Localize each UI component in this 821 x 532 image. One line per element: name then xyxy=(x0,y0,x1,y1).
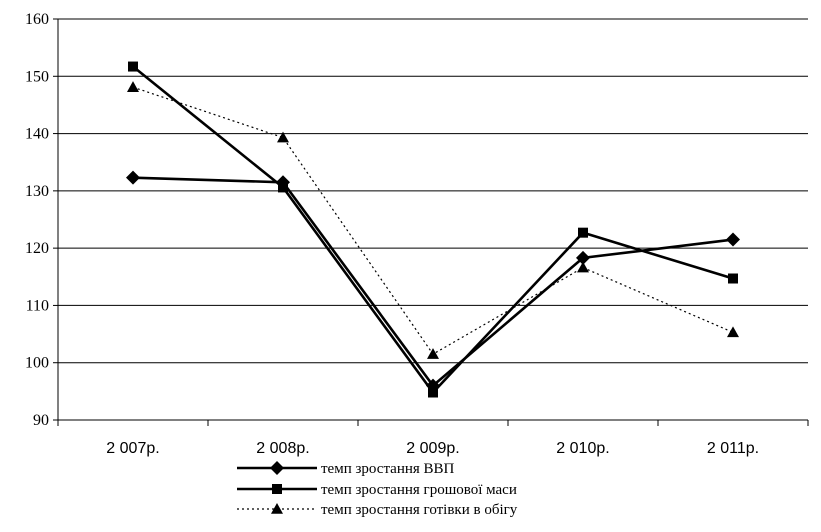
data-point xyxy=(727,326,739,338)
data-point xyxy=(428,387,438,398)
data-point xyxy=(278,182,288,193)
y-tick-label: 160 xyxy=(25,11,49,28)
y-tick-label: 130 xyxy=(25,183,49,200)
data-point xyxy=(126,170,140,185)
grid-lines xyxy=(58,18,808,421)
legend: темп зростання ВВП темп зростання грошово… xyxy=(237,461,518,518)
series-line xyxy=(132,86,734,355)
y-tick-label: 150 xyxy=(25,68,49,85)
legend-label: темп зростання готівки в обігу xyxy=(321,502,518,518)
data-point xyxy=(576,250,590,265)
data-point xyxy=(277,131,289,143)
series-line xyxy=(132,65,734,394)
data-point xyxy=(427,348,439,359)
x-tick-label: 2 009р. xyxy=(406,440,459,457)
series-group xyxy=(126,61,740,398)
legend-marker xyxy=(271,503,283,514)
series-1 xyxy=(126,170,740,393)
legend-marker xyxy=(272,484,282,494)
x-axis-ticks: 2 007р. 2 008р. 2 009р. 2 010р. 2 011р. xyxy=(57,420,809,457)
y-axis-ticks: 90 100 110 120 130 140 150 160 xyxy=(25,11,58,429)
x-tick-label: 2 011р. xyxy=(707,440,759,457)
legend-label: темп зростання ВВП xyxy=(321,461,455,477)
data-point xyxy=(577,261,589,273)
y-tick-label: 110 xyxy=(26,297,49,314)
legend-label: темп зростання грошової маси xyxy=(321,482,517,498)
series-3 xyxy=(127,81,739,359)
legend-entry-2: темп зростання грошової маси xyxy=(237,482,517,498)
x-tick-label: 2 008р. xyxy=(256,440,309,457)
y-tick-label: 140 xyxy=(25,126,49,143)
y-tick-label: 90 xyxy=(33,412,49,429)
legend-entry-1: темп зростання ВВП xyxy=(237,461,455,477)
y-tick-label: 120 xyxy=(25,240,49,257)
axes xyxy=(57,19,808,421)
x-tick-label: 2 007р. xyxy=(106,440,159,457)
data-point xyxy=(128,61,138,72)
y-tick-label: 100 xyxy=(25,355,49,372)
legend-entry-3: темп зростання готівки в обігу xyxy=(237,502,518,518)
data-point xyxy=(728,273,738,284)
x-tick-label: 2 010р. xyxy=(556,440,609,457)
series-2 xyxy=(128,61,738,398)
data-point xyxy=(578,227,588,238)
legend-marker xyxy=(270,461,284,475)
data-point xyxy=(127,81,139,92)
data-point xyxy=(726,232,740,247)
